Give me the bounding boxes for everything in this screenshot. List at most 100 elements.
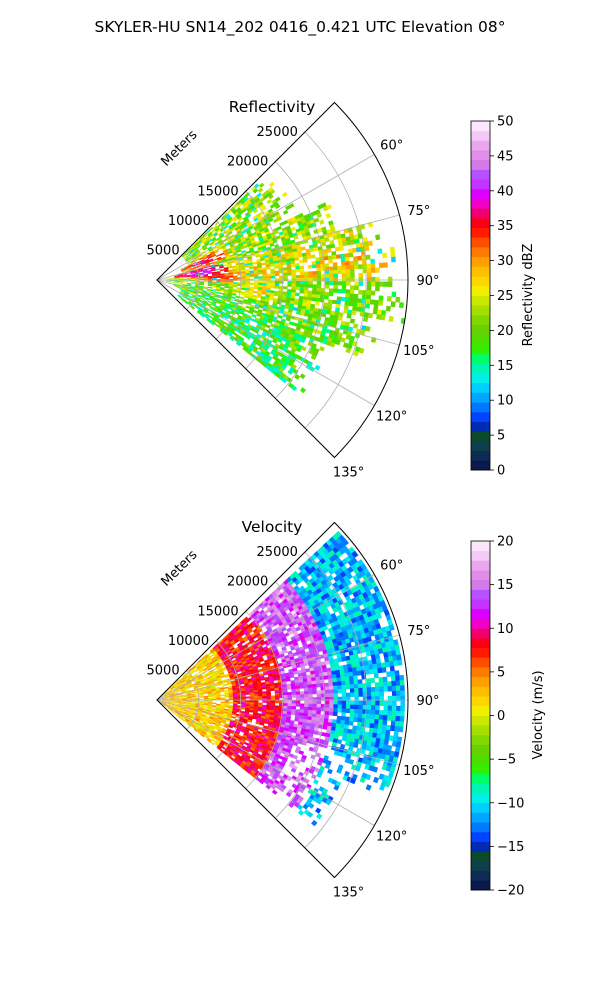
velocity-gate [355, 765, 361, 772]
velocity-gate [306, 654, 312, 659]
velocity-gate [225, 664, 231, 668]
velocity-gate [204, 717, 210, 720]
reflectivity-gate [301, 305, 307, 310]
reflectivity-gate [345, 261, 350, 266]
reflectivity-gate [361, 325, 367, 331]
reflectivity-gate [241, 194, 247, 200]
reflectivity-gate [242, 253, 247, 257]
reflectivity-gate [213, 315, 219, 320]
reflectivity-gate [398, 302, 404, 309]
reflectivity-gate [251, 206, 257, 212]
reflectivity-gate [256, 323, 262, 328]
reflectivity-gate [283, 219, 289, 225]
velocity-gate [307, 716, 312, 721]
velocity-gate [269, 680, 275, 684]
velocity-gate [248, 655, 254, 660]
velocity-gate [395, 649, 401, 656]
velocity-gate [190, 693, 196, 696]
velocity-gate [262, 691, 267, 694]
reflectivity-gate [254, 327, 260, 332]
reflectivity-gate [253, 183, 260, 189]
reflectivity-gate [327, 302, 333, 308]
reflectivity-gate [288, 333, 294, 339]
velocity-gate [178, 698, 184, 700]
velocity-gate [358, 638, 364, 645]
velocity-gate [188, 668, 193, 673]
reflectivity-gate [282, 261, 287, 266]
reflectivity-gate [341, 237, 347, 243]
reflectivity-gate [358, 272, 364, 278]
velocity-gate [355, 662, 361, 668]
reflectivity-gate [270, 290, 275, 294]
velocity-gate [306, 719, 312, 724]
velocity-gate [231, 641, 237, 646]
velocity-gate [311, 683, 317, 688]
reflectivity-gate [308, 271, 313, 275]
reflectivity-gate [208, 233, 214, 238]
velocity-gate [253, 702, 259, 705]
velocity-gate [376, 662, 382, 669]
velocity-gate [221, 657, 227, 661]
velocity-gate [215, 686, 220, 690]
velocity-gate [166, 700, 171, 702]
velocity-gate [190, 692, 196, 694]
velocity-gate [213, 718, 218, 722]
velocity-gate [335, 550, 343, 558]
reflectivity-gate [274, 290, 279, 294]
velocity-gate [286, 714, 292, 718]
velocity-gate [384, 625, 391, 632]
reflectivity-gate [260, 296, 266, 300]
reflectivity-gate [204, 258, 209, 262]
reflectivity-gate [267, 319, 273, 324]
reflectivity-gate [238, 197, 244, 203]
reflectivity-gate [195, 251, 200, 255]
reflectivity-gate [301, 252, 307, 257]
reflectivity-gate [230, 257, 235, 261]
reflectivity-gate [352, 302, 358, 308]
reflectivity-gate [220, 276, 225, 278]
velocity-gate [291, 708, 296, 713]
velocity-gate [198, 709, 204, 711]
reflectivity-gate [295, 292, 300, 297]
velocity-gate [341, 656, 347, 662]
velocity-gate [228, 645, 234, 650]
reflectivity-gate [263, 359, 269, 366]
velocity-gate [209, 654, 214, 659]
velocity-gate [190, 705, 196, 707]
reflectivity-gate [288, 306, 294, 311]
velocity-gate [197, 712, 203, 715]
velocity-gate [177, 690, 182, 693]
velocity-gate [161, 702, 166, 705]
reflectivity-gate [227, 332, 232, 337]
velocity-gate [375, 737, 381, 744]
reflectivity-gate [267, 238, 273, 243]
velocity-gate [291, 694, 297, 698]
velocity-gate [295, 663, 301, 669]
velocity-gate [184, 676, 188, 680]
velocity-gate [235, 648, 241, 653]
velocity-gate [292, 754, 298, 760]
reflectivity-gate [226, 258, 231, 262]
velocity-gate [292, 620, 298, 626]
velocity-gate [324, 660, 331, 665]
reflectivity-gate [351, 247, 357, 253]
reflectivity-gate [249, 237, 255, 242]
velocity-gate [283, 705, 288, 709]
reflectivity-gate [251, 300, 257, 304]
velocity-gate [207, 702, 213, 704]
reflectivity-gate [199, 307, 204, 312]
velocity-gate [366, 700, 372, 706]
velocity-gate [265, 683, 271, 687]
reflectivity-gate [193, 248, 199, 252]
velocity-gate [254, 610, 260, 616]
reflectivity-gate [207, 246, 212, 250]
velocity-gate [302, 719, 308, 723]
velocity-gate [261, 684, 267, 688]
reflectivity-gate [266, 355, 273, 361]
velocity-gate [196, 664, 201, 669]
velocity-gate [291, 628, 297, 634]
reflectivity-gate [191, 251, 196, 256]
velocity-gate [303, 709, 309, 714]
reflectivity-gate [295, 286, 301, 291]
velocity-gate [185, 678, 190, 682]
